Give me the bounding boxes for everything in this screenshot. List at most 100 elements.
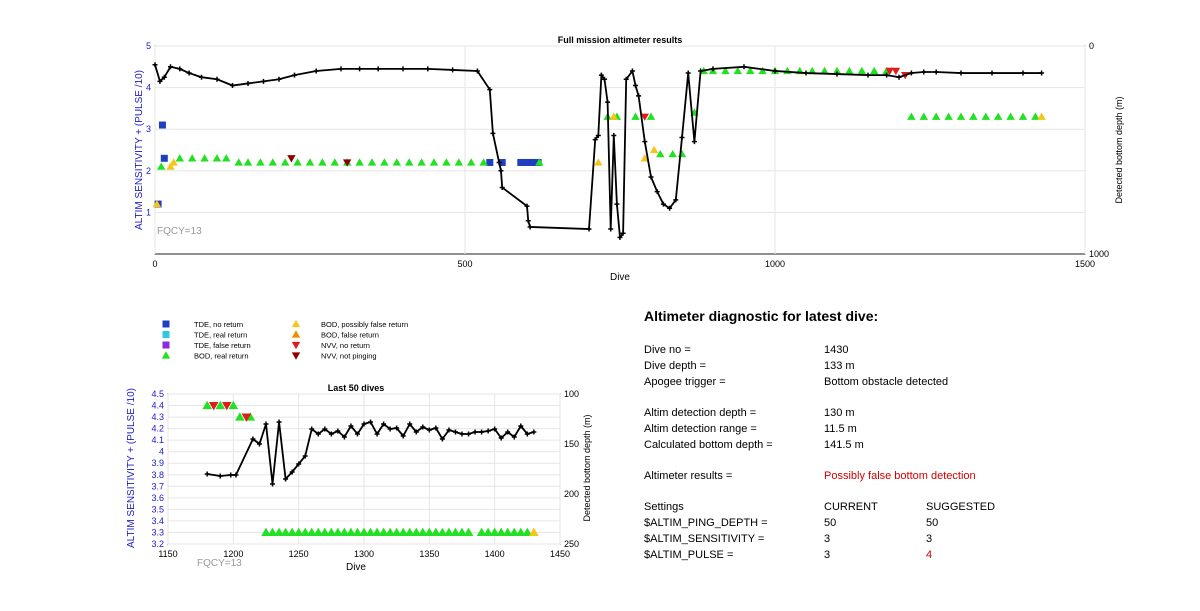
bottom-x-tick-label: 1150 [158,549,177,559]
bottom-point-bod-real-return [333,527,343,537]
bottom-point-bod-real-return [320,527,330,537]
top-y-axis-label: ALTIM SENSITIVITY + (PULSE /10) [134,70,145,230]
legend-marker [291,352,301,360]
top-point-bod-real-return [631,112,640,120]
bottom-point-nvv-no-return [241,413,252,422]
bottom-y-tick-label: 4.1 [151,435,164,445]
bottom-point-bod-real-return [391,527,402,537]
top-plot-area [154,45,1086,255]
legend-marker [162,341,170,349]
bottom-point-bod-real-return [418,527,428,537]
top-point-bod-possibly-false-return [594,158,603,166]
top-depth-point [230,83,235,89]
top-point-bod-real-return [832,66,842,75]
top-point-bod-real-return [956,112,966,120]
top-point-bod-real-return [429,158,439,166]
bottom-point-bod-real-return [306,527,317,537]
bottom-depth-point [485,428,491,434]
top-point-bod-real-return [721,66,730,75]
top-depth-point [698,68,704,74]
top-depth-point [161,74,167,80]
top-point-bod-real-return [1031,112,1040,120]
top-point-bod-real-return [417,158,426,166]
bottom-depth-point [204,471,210,477]
top-depth-point [691,139,697,145]
top-point-bod-real-return [212,154,222,162]
top-point-bod-real-return [318,158,327,166]
top-point-bod-real-return [305,158,315,166]
top-point-bod-real-return [919,112,928,120]
bottom-depth-point [426,427,432,433]
bottom-point-bod-real-return [202,400,212,410]
bottom-depth-point [531,429,537,435]
legend-label: TDE, no return [194,320,243,329]
setting-current: 50 [824,517,837,529]
bottom-point-bod-real-return [476,527,487,537]
setting-name: $ALTIM_PULSE = [644,549,734,561]
bottom-depth-point [459,431,465,437]
bottom-x-tick-label: 1350 [419,549,439,559]
bottom-y-tick-label: 3.6 [151,493,164,503]
top-y-tick-label: 5 [146,41,151,51]
bottom-point-bod-real-return [235,412,245,421]
bottom-point-bod-real-return [509,527,520,537]
top-depth-point [1039,70,1045,76]
bottom-point-bod-real-return [385,527,395,537]
top-point-bod-real-return [808,66,817,75]
top-depth-point [614,201,620,207]
top-point-tde-no-return [160,154,168,162]
bottom-point-bod-real-return [378,527,389,537]
bottom-depth-point [505,429,511,435]
top-fqcy-annotation: FQCY=13 [157,226,202,237]
setting-suggested: 4 [926,549,933,561]
bottom-x-tick-label: 1450 [550,549,570,559]
top-depth-point [933,69,939,75]
top-y2-axis-label: Detected bottom depth (m) [1114,96,1124,203]
bottom-y-tick-label: 4 [159,447,164,457]
top-y-tick-label: 2 [146,166,151,176]
bottom-point-bod-real-return [516,527,526,537]
bottom-point-bod-real-return [424,527,435,537]
bottom-fqcy-annotation: FQCY=13 [197,558,242,569]
top-point-bod-real-return [981,112,990,120]
bottom-point-bod-real-return [274,527,284,537]
diagnostic-row-value: Possibly false bottom detection [824,470,976,482]
diagnostic-panel: Altimeter diagnostic for latest dive: Di… [644,300,1184,561]
bottom-y-tick-label: 3.4 [151,516,164,526]
bottom-point-bod-real-return [280,527,291,537]
top-depth-point [673,197,679,203]
bottom-depth-point [472,429,478,435]
bottom-depth-point [420,424,426,430]
top-x-tick-label: 1000 [765,259,785,269]
bottom-y-tick-label: 4.5 [151,389,164,399]
bottom-x-axis-label: Dive [346,562,366,573]
bottom-depth-point [368,419,374,425]
top-point-bod-real-return [281,158,290,166]
bottom-point-bod-real-return [293,527,304,537]
top-point-bod-real-return [467,158,476,166]
bottom-point-bod-possibly-false-return [529,527,539,537]
top-depth-point [598,72,604,78]
bottom-depth-point [479,429,485,435]
top-y-tick-label: 3 [146,124,151,134]
top-point-bod-possibly-false-return [609,112,618,120]
bottom-point-bod-real-return [267,527,278,537]
bottom-chart-title: Last 50 dives [328,383,385,393]
bottom-y-tick-label: 3.3 [151,527,164,537]
bottom-depth-point [315,431,321,437]
top-depth-point [958,70,964,76]
bottom-depth-point [270,481,276,487]
top-point-bod-possibly-false-return [152,199,162,208]
bottom-point-bod-real-return [450,527,461,537]
bottom-point-bod-real-return [483,527,493,537]
diagnostic-row-value: 133 m [824,360,855,372]
top-depth-point [375,66,381,72]
top-point-bod-real-return [668,149,677,158]
top-point-nvv-not-pinging [287,155,296,163]
bottom-point-bod-real-return [437,527,448,537]
bottom-point-bod-real-return [431,527,441,537]
top-depth-point [667,205,673,211]
bottom-depth-point [361,421,367,427]
top-marks [152,62,1046,240]
